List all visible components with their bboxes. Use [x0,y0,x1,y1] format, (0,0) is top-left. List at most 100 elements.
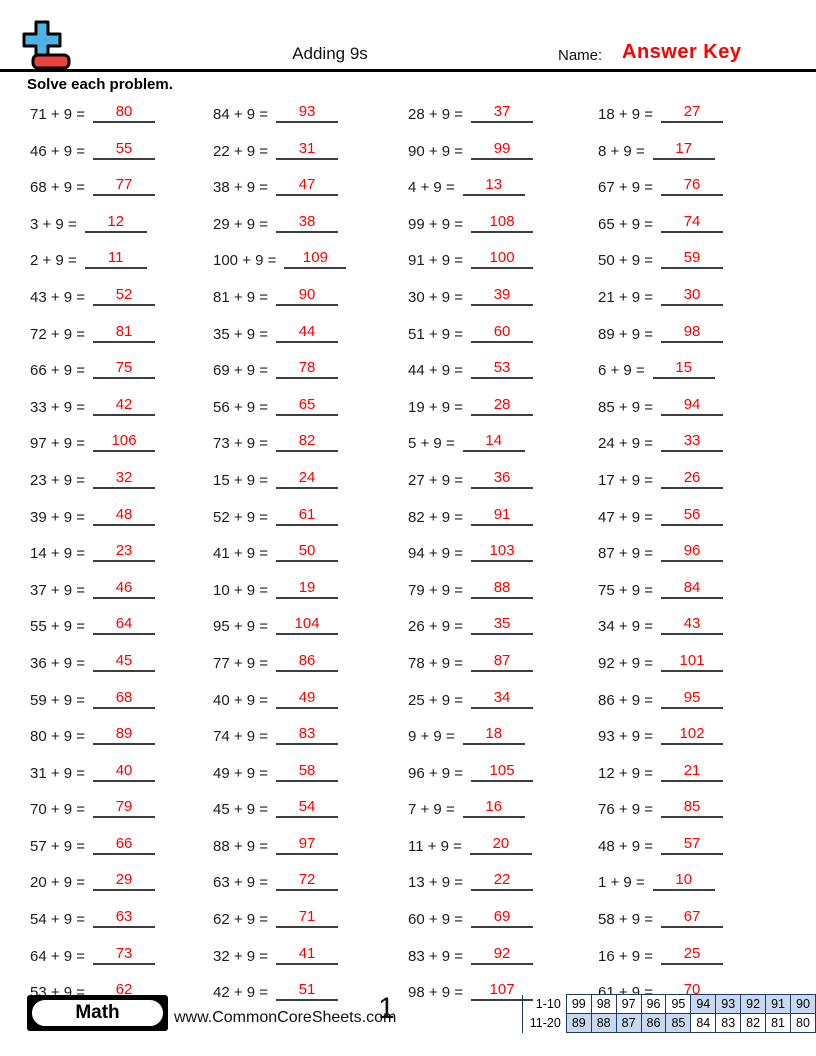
answer-line: 109 [284,249,347,270]
answer-value: 21 [683,761,701,779]
score-cell: 86 [640,1013,667,1033]
answer-line: 85 [661,798,724,819]
problem-question: 70 + 9 = [30,801,86,819]
problem-question: 23 + 9 = [30,471,86,489]
answer-line: 103 [471,542,534,563]
page-number: 1 [378,992,395,1025]
answer-value: 28 [493,395,511,413]
problem-question: 87 + 9 = [598,545,654,563]
answer-value: 91 [493,505,511,523]
problem-question: 89 + 9 = [598,325,654,343]
problem-row: 43 + 9 = 52 [30,282,213,306]
problem-question: 57 + 9 = [30,837,86,855]
answer-line: 86 [276,652,339,672]
answer-line: 73 [93,944,156,965]
score-cell: 80 [789,1013,816,1033]
answer-value: 12 [107,212,125,230]
answer-value: 30 [683,285,701,303]
problem-row: 60 + 9 = 69 [408,904,598,929]
answer-line: 32 [93,469,156,489]
answer-value: 84 [683,578,701,596]
answer-value: 13 [485,176,503,194]
answer-value: 76 [683,176,701,194]
problem-question: 75 + 9 = [598,581,654,599]
answer-value: 94 [683,395,701,413]
problem-row: 58 + 9 = 67 [598,904,792,929]
answer-value: 105 [489,761,515,779]
answer-line: 69 [471,908,534,929]
problem-row: 88 + 9 = 97 [213,831,408,855]
problem-row: 6 + 9 = 15 [598,355,792,380]
answer-value: 63 [115,908,133,926]
score-cell: 99 [565,994,592,1014]
answer-line: 51 [276,981,339,1002]
answer-value: 54 [298,798,316,816]
answer-value: 101 [679,651,705,669]
problem-question: 28 + 9 = [408,106,464,123]
answer-line: 94 [661,395,724,416]
answer-value: 106 [111,432,137,450]
answer-line: 79 [93,798,156,819]
answer-value: 36 [493,468,511,486]
answer-key-text: Answer Key [622,41,742,63]
problem-row: 57 + 9 = 66 [30,831,213,855]
problem-row: 4 + 9 = 13 [408,172,598,197]
problem-row: 17 + 9 = 26 [598,465,792,489]
answer-line: 81 [93,323,156,343]
problem-row: 38 + 9 = 47 [213,172,408,197]
answer-value: 99 [493,139,511,157]
problem-question: 81 + 9 = [213,288,269,306]
problem-question: 55 + 9 = [30,618,86,636]
answer-line: 13 [462,176,525,197]
problem-row: 100 + 9 = 109 [213,245,408,270]
problem-row: 28 + 9 = 37 [408,99,598,123]
problem-row: 33 + 9 = 42 [30,392,213,416]
problem-question: 42 + 9 = [213,984,269,1002]
answer-line: 91 [471,505,534,526]
problem-row: 8 + 9 = 17 [598,136,792,160]
problem-row: 25 + 9 = 34 [408,685,598,709]
problem-row: 85 + 9 = 94 [598,392,792,416]
problem-question: 97 + 9 = [30,435,86,453]
answer-line: 37 [471,103,534,123]
answer-line: 82 [276,432,339,453]
problem-question: 15 + 9 = [213,471,269,489]
problem-question: 73 + 9 = [213,435,269,453]
answer-line: 53 [471,359,534,380]
answer-value: 85 [683,798,701,816]
problem-row: 32 + 9 = 41 [213,941,408,965]
problem-row: 67 + 9 = 76 [598,172,792,197]
problem-question: 99 + 9 = [408,215,464,233]
problem-question: 65 + 9 = [598,215,654,233]
answer-value: 83 [298,725,316,743]
problem-row: 56 + 9 = 65 [213,392,408,416]
answer-line: 100 [471,249,534,270]
answer-value: 104 [294,615,320,633]
problem-question: 9 + 9 = [408,728,455,746]
answer-line: 52 [93,286,156,306]
problem-row: 5 + 9 = 14 [408,428,598,453]
problem-question: 98 + 9 = [408,984,464,1002]
answer-value: 40 [115,761,133,779]
answer-line: 76 [661,176,724,197]
answer-value: 10 [675,871,693,889]
answer-line: 54 [276,798,339,819]
problem-question: 77 + 9 = [213,654,269,672]
answer-line: 61 [276,506,339,526]
answer-value: 19 [298,578,316,596]
answer-value: 37 [493,103,511,120]
website-link[interactable]: www.CommonCoreSheets.com [174,1009,397,1026]
answer-line: 84 [661,578,724,599]
problem-question: 30 + 9 = [408,288,464,306]
answer-line: 34 [471,689,534,709]
score-cell: 94 [690,994,717,1014]
problem-row: 70 + 9 = 79 [30,794,213,819]
answer-line: 101 [661,651,724,672]
answer-value: 73 [115,944,133,962]
problem-question: 14 + 9 = [30,545,86,563]
answer-value: 11 [107,249,124,267]
answer-value: 50 [298,542,316,560]
answer-value: 65 [298,395,316,413]
problem-row: 9 + 9 = 18 [408,721,598,746]
